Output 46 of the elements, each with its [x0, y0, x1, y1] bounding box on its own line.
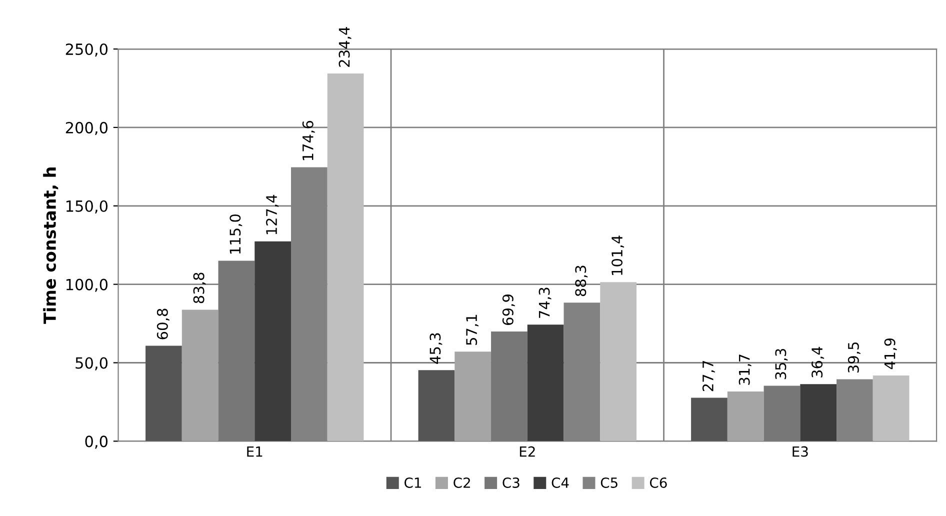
- bar: [418, 370, 455, 442]
- bar: [872, 375, 910, 442]
- data-label: 36,4: [812, 346, 824, 378]
- bar: [327, 73, 364, 442]
- bar: [800, 384, 837, 442]
- bar: [254, 241, 291, 442]
- y-tick-label: 200,0: [66, 122, 108, 136]
- legend-label: C4: [552, 477, 569, 488]
- data-label: 69,9: [502, 294, 515, 325]
- data-label: 39,5: [848, 342, 860, 373]
- data-label: 115,0: [230, 214, 242, 254]
- data-label: 101,4: [612, 236, 624, 275]
- data-label: 35,3: [775, 348, 788, 380]
- legend-label: C5: [600, 477, 618, 488]
- data-label: 174,6: [302, 120, 315, 160]
- bar: [600, 282, 636, 442]
- data-label: 74,3: [538, 288, 552, 318]
- data-label: 45,3: [430, 333, 442, 364]
- y-tick-label: 0,0: [85, 436, 108, 449]
- legend-label: C6: [650, 477, 667, 488]
- data-label: 31,7: [738, 354, 752, 385]
- bar: [454, 352, 492, 442]
- data-label: 127,4: [266, 194, 279, 234]
- data-label: 88,3: [575, 266, 588, 296]
- data-label: 83,8: [193, 272, 206, 304]
- y-tick-label: 250,0: [66, 43, 108, 57]
- x-tick-label: E2: [520, 446, 535, 457]
- y-axis-title: Time constant, h: [43, 168, 58, 324]
- bar: [691, 398, 728, 442]
- data-label: 60,8: [156, 308, 170, 340]
- x-tick-label: E1: [247, 446, 262, 457]
- legend-label: C2: [454, 477, 470, 488]
- data-label: 41,9: [884, 338, 897, 370]
- y-tick-label: 100,0: [66, 278, 108, 292]
- legend-label: C1: [404, 477, 421, 488]
- data-label: 234,4: [338, 27, 352, 67]
- data-label: 57,1: [466, 314, 479, 345]
- bar: [727, 391, 764, 442]
- y-tick-label: 50,0: [76, 357, 108, 370]
- y-tick-label: 150,0: [66, 200, 108, 214]
- bar: [182, 310, 218, 442]
- legend-label: C3: [502, 477, 520, 488]
- bar: [146, 346, 182, 442]
- bar: [527, 324, 564, 442]
- data-label: 27,7: [702, 360, 715, 392]
- x-tick-label: E3: [792, 446, 808, 457]
